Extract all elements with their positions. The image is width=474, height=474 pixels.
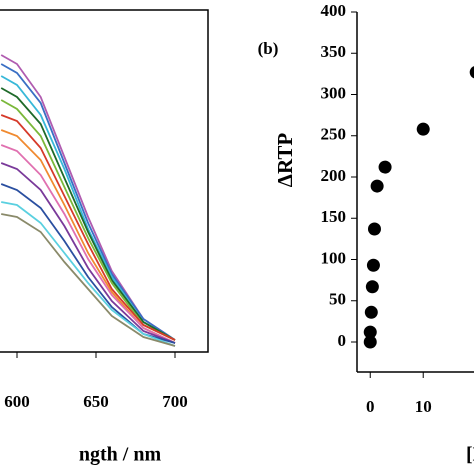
data-point (416, 122, 430, 136)
x-tick-label: 700 (162, 392, 188, 411)
y-tick-label: 150 (321, 207, 347, 226)
y-axis-label: ΔRTP (273, 133, 297, 188)
data-point (363, 325, 377, 339)
spectrum-line (0, 75, 176, 341)
y-tick-label: 100 (321, 248, 347, 267)
x-tick-label: 600 (4, 392, 30, 411)
data-point (370, 179, 384, 193)
spectrum-line (0, 99, 176, 341)
y-tick-label: 300 (321, 83, 347, 102)
y-tick-label: 350 (321, 42, 347, 61)
spectrum-line (0, 63, 176, 341)
y-tick-label: 50 (329, 290, 346, 309)
spectrum-line (0, 114, 176, 341)
spectrum-line (1, 201, 176, 347)
data-point (469, 66, 474, 79)
x-axis-label: [M (466, 444, 474, 466)
spectrum-line (0, 144, 176, 344)
x-axis-label: ngth / nm (79, 444, 162, 466)
y-tick-label: 0 (338, 331, 347, 350)
y-tick-label: 400 (321, 1, 347, 20)
data-point (367, 222, 381, 236)
data-point (366, 258, 380, 272)
x-tick-label: 650 (83, 392, 109, 411)
spectrum-line (0, 87, 176, 341)
data-point (365, 280, 379, 294)
spectrum-line (0, 162, 176, 344)
left-frame (0, 9, 209, 353)
y-tick-label: 200 (321, 166, 347, 185)
y-tick-label: 250 (321, 125, 347, 144)
spectrum-line (0, 183, 176, 344)
panel-label: (b) (258, 39, 279, 58)
spectrum-line (1, 213, 176, 347)
data-point (363, 335, 377, 349)
data-point (378, 160, 392, 174)
x-tick-label: 10 (415, 397, 432, 416)
data-point (364, 305, 378, 319)
x-tick-label: 0 (366, 397, 375, 416)
